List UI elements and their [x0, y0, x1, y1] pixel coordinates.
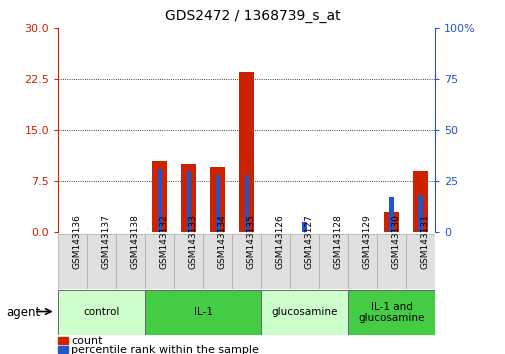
Text: control: control — [83, 307, 120, 318]
Text: GSM143131: GSM143131 — [420, 215, 429, 269]
Bar — [181, 164, 195, 232]
Bar — [376, 234, 406, 289]
Bar — [347, 290, 434, 335]
Bar — [389, 197, 393, 232]
Bar — [145, 290, 261, 335]
Bar — [232, 234, 261, 289]
Text: IL-1: IL-1 — [193, 307, 212, 318]
Text: GSM143137: GSM143137 — [102, 215, 111, 269]
Bar — [215, 175, 219, 232]
Bar — [384, 212, 398, 232]
Text: GSM143127: GSM143127 — [304, 215, 313, 269]
Text: percentile rank within the sample: percentile rank within the sample — [71, 344, 259, 354]
Bar — [152, 161, 167, 232]
Bar — [319, 234, 347, 289]
Bar — [347, 234, 376, 289]
Bar — [203, 234, 232, 289]
Text: agent: agent — [6, 306, 40, 319]
Text: GSM143138: GSM143138 — [130, 215, 139, 269]
Bar — [145, 234, 174, 289]
Text: IL-1 and
glucosamine: IL-1 and glucosamine — [358, 302, 424, 323]
Bar — [261, 234, 289, 289]
Text: glucosamine: glucosamine — [271, 307, 337, 318]
Text: GSM143134: GSM143134 — [217, 215, 226, 269]
Bar — [58, 234, 87, 289]
Bar — [186, 171, 190, 232]
Text: GSM143132: GSM143132 — [160, 215, 168, 269]
Text: GSM143126: GSM143126 — [275, 215, 284, 269]
Bar — [157, 169, 162, 232]
Text: GSM143136: GSM143136 — [73, 215, 81, 269]
Text: GDS2472 / 1368739_s_at: GDS2472 / 1368739_s_at — [165, 9, 340, 23]
Bar — [406, 234, 434, 289]
Bar — [174, 234, 203, 289]
Text: GSM143129: GSM143129 — [362, 215, 371, 269]
Bar — [210, 167, 225, 232]
Bar — [302, 222, 306, 232]
Bar — [116, 234, 145, 289]
Text: GSM143135: GSM143135 — [246, 215, 255, 269]
Bar — [58, 337, 68, 344]
Bar — [289, 234, 319, 289]
Bar — [244, 175, 248, 232]
Bar — [413, 171, 427, 232]
Text: count: count — [71, 336, 103, 346]
Bar — [418, 195, 422, 232]
Bar — [58, 290, 145, 335]
Text: GSM143130: GSM143130 — [391, 215, 400, 269]
Bar — [239, 73, 254, 232]
Text: GSM143128: GSM143128 — [333, 215, 342, 269]
Bar — [58, 346, 68, 353]
Bar — [261, 290, 347, 335]
Bar — [87, 234, 116, 289]
Text: GSM143133: GSM143133 — [188, 215, 197, 269]
